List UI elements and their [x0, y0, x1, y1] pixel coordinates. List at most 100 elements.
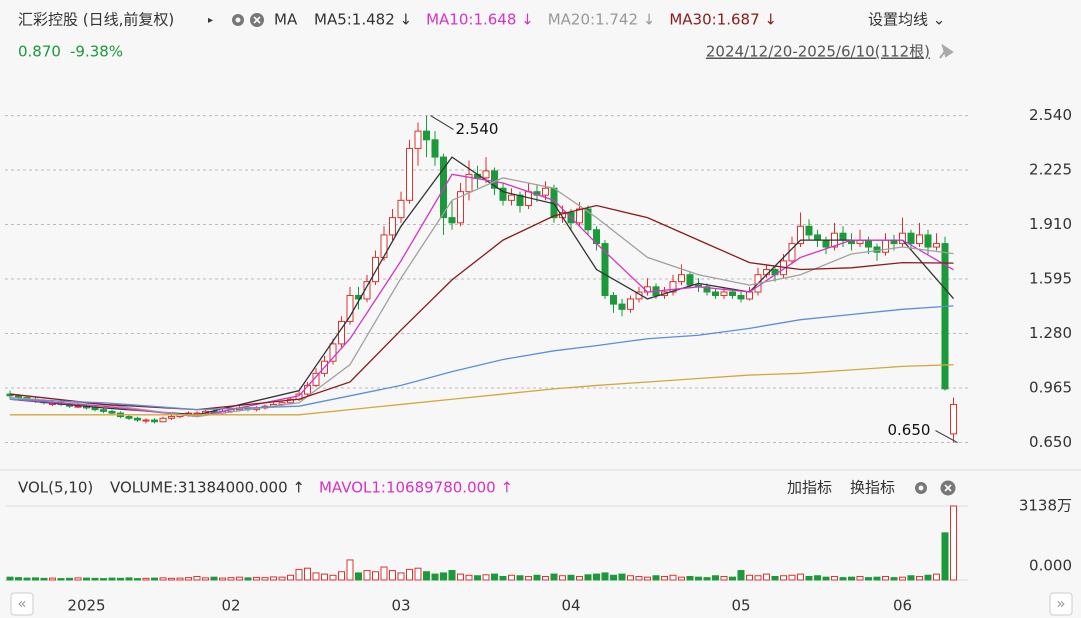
candle-body: [423, 130, 430, 141]
volume-bar: [346, 559, 354, 581]
volume-bar: [924, 574, 932, 581]
volume-bar: [414, 567, 422, 581]
candle-body: [669, 281, 677, 293]
annotation-label: 2.540: [456, 120, 499, 138]
volume-bar: [287, 574, 294, 581]
candle-body: [542, 187, 549, 196]
candle-body: [431, 139, 439, 158]
volume-header: VOL(5,10): [18, 479, 93, 497]
candle-body: [737, 294, 745, 300]
last-price: 0.870: [18, 43, 61, 61]
volume-bar: [703, 577, 711, 581]
y-tick-label: 1.910: [1029, 215, 1072, 233]
candle-body: [703, 286, 711, 293]
candle-body: [839, 232, 847, 241]
ma-settings[interactable]: 设置均线 ⌄: [868, 11, 945, 29]
volume-bar: [525, 575, 532, 581]
candle-body: [108, 410, 116, 414]
volume-bar: [295, 568, 303, 581]
x-tick-label: 02: [221, 597, 240, 615]
candle-body: [397, 199, 405, 219]
volume-bar: [601, 572, 609, 581]
add-indicator[interactable]: 加指标: [787, 479, 832, 497]
volume-bar: [491, 573, 498, 581]
candle-body: [797, 225, 804, 245]
candle-body: [151, 419, 158, 423]
candle-body: [916, 234, 923, 245]
volume-tick-label: 3138万: [1019, 497, 1072, 515]
scroll-right[interactable]: »: [1049, 592, 1073, 616]
volume-bar: [219, 577, 226, 581]
volume-bar: [151, 577, 158, 581]
candle-body: [125, 416, 133, 419]
candle-body: [372, 256, 379, 283]
candle-body: [950, 403, 957, 435]
ma-readout: MA30:1.687 ↓: [669, 11, 777, 29]
volume-bar: [678, 576, 685, 581]
volume-bar: [771, 575, 779, 581]
candle-body: [100, 409, 107, 412]
x-tick-label: 06: [893, 597, 912, 615]
volume-bar: [899, 576, 906, 581]
volume-bar: [329, 574, 337, 581]
candle-body: [406, 147, 413, 201]
volume-bar: [278, 576, 286, 581]
pin-icon[interactable]: [939, 43, 954, 59]
candle-body: [380, 234, 388, 258]
candle-body: [15, 395, 22, 399]
expand-arrow[interactable]: ▸: [208, 15, 213, 26]
candle-body: [814, 234, 821, 241]
candle-body: [465, 173, 473, 193]
volume-bar: [159, 577, 167, 581]
volume-bar: [49, 577, 56, 581]
volume-bar: [533, 574, 541, 581]
candle-body: [729, 291, 736, 296]
ma-settings-icon[interactable]: [232, 14, 244, 26]
y-tick-label: 0.650: [1029, 433, 1072, 451]
volume-bar: [74, 577, 82, 581]
candle-body: [134, 417, 141, 421]
candle-body: [712, 291, 719, 296]
vol-close-icon[interactable]: [940, 480, 956, 496]
volume-bar: [40, 577, 48, 581]
volume-bar: [950, 505, 957, 581]
vol-settings-icon[interactable]: [915, 482, 927, 494]
volume-bar: [83, 577, 90, 581]
volume-readout: VOLUME:31384000.000 ↑: [110, 479, 305, 497]
volume-bar: [712, 575, 719, 581]
candle-body: [627, 298, 634, 310]
candle-body: [678, 274, 685, 283]
volume-bar: [882, 575, 889, 581]
switch-indicator[interactable]: 换指标: [850, 479, 895, 497]
volume-bar: [321, 573, 328, 581]
volume-bar: [227, 577, 235, 581]
candle-body: [610, 294, 617, 305]
volume-bar: [253, 576, 260, 581]
volume-bar: [737, 570, 745, 581]
volume-bar: [423, 571, 430, 581]
volume-bar: [856, 575, 864, 581]
volume-bar: [142, 577, 150, 581]
volume-bar: [210, 576, 218, 581]
scroll-left[interactable]: «: [10, 592, 34, 616]
date-range[interactable]: 2024/12/20-2025/6/10(112根): [706, 43, 930, 61]
candle-body: [346, 294, 354, 322]
volume-bar: [23, 577, 31, 581]
ma-close-icon[interactable]: [250, 13, 264, 27]
volume-bar: [729, 576, 736, 581]
volume-bar: [686, 575, 694, 581]
y-tick-label: 2.225: [1029, 161, 1072, 179]
volume-bar: [465, 574, 473, 581]
volume-bar: [193, 575, 201, 581]
volume-bar: [431, 573, 439, 581]
volume-bar: [839, 577, 847, 581]
x-tick-label: 04: [561, 597, 580, 615]
volume-bar: [261, 577, 269, 581]
ma-readout: MA20:1.742 ↓: [548, 11, 656, 29]
volume-bar: [125, 577, 133, 581]
candle-body: [168, 416, 175, 419]
annotation-label: 0.650: [888, 421, 931, 439]
volume-bar: [397, 572, 405, 581]
